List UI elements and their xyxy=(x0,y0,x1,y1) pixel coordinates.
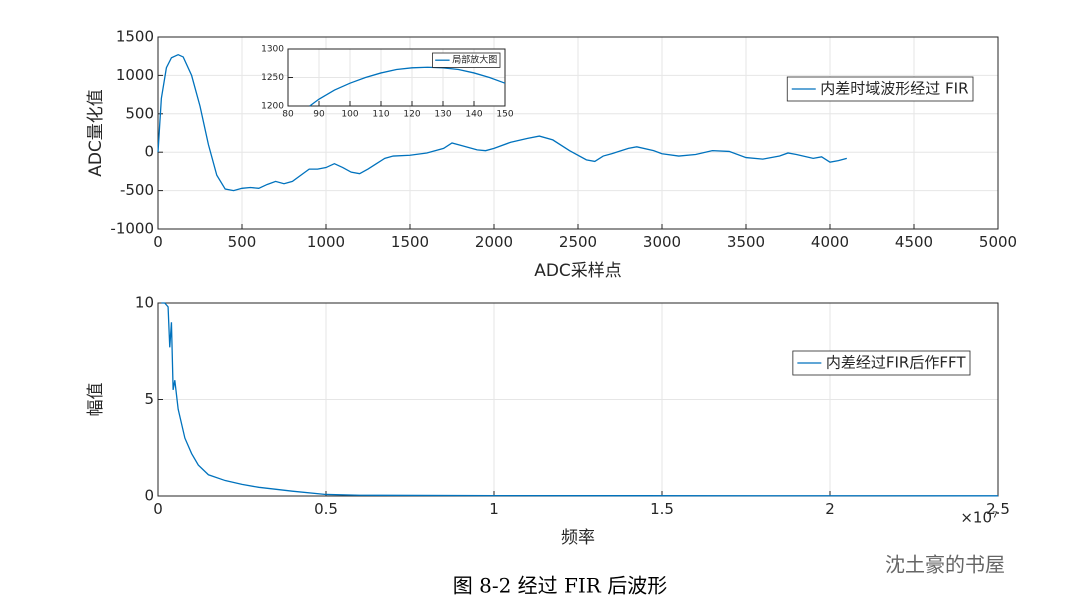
caption: 图 8-2 经过 FIR 后波形 xyxy=(453,574,667,598)
legend: 内差经过FIR后作FFT xyxy=(792,350,971,376)
legend-label: 局部放大图 xyxy=(452,54,497,66)
data-line xyxy=(309,66,506,107)
x-tick-label: 1 xyxy=(489,500,499,518)
x-tick-label: 80 xyxy=(282,110,294,120)
x-tick-label: 1000 xyxy=(307,233,345,251)
y-tick-label: -1000 xyxy=(110,220,154,238)
x-axis-label: ADC采样点 xyxy=(534,261,622,281)
legend-box xyxy=(792,350,971,376)
y-axis-label: 幅值 xyxy=(86,383,106,417)
legend-box xyxy=(786,76,974,102)
x-tick-label: 0.5 xyxy=(314,500,338,518)
legend-box xyxy=(432,52,501,68)
x-tick-label: 2 xyxy=(825,500,835,518)
watermark: 沈土豪的书屋 xyxy=(885,553,1005,577)
x-tick-label: 4500 xyxy=(895,233,933,251)
x-tick-label: 2500 xyxy=(559,233,597,251)
y-tick-label: 10 xyxy=(135,294,154,312)
y-tick-label: 500 xyxy=(125,104,154,122)
x-tick-label: 2000 xyxy=(475,233,513,251)
x-tick-label: 120 xyxy=(403,110,420,120)
y-tick-label: 1000 xyxy=(116,66,154,84)
x-tick-label: 100 xyxy=(341,110,358,120)
x-axis-label: 频率 xyxy=(561,528,595,548)
y-axis-label: ADC量化值 xyxy=(86,89,106,177)
x-tick-label: 0 xyxy=(153,500,163,518)
x-tick-label: 90 xyxy=(313,110,325,120)
data-line xyxy=(161,302,999,497)
y-tick-label: 1200 xyxy=(261,102,284,112)
axes-box xyxy=(287,48,506,107)
y-tick-label: 1300 xyxy=(261,45,284,55)
legend: 局部放大图 xyxy=(432,52,501,68)
y-tick-label: 1250 xyxy=(261,73,284,83)
x-multiplier: ×10⁷ xyxy=(960,509,998,527)
legend: 内差时域波形经过 FIR xyxy=(786,76,974,102)
x-tick-label: 1.5 xyxy=(650,500,674,518)
x-tick-label: 130 xyxy=(434,110,451,120)
y-tick-label: 0 xyxy=(144,487,154,505)
x-tick-label: 2.5 xyxy=(986,500,1010,518)
y-tick-label: 1500 xyxy=(116,28,154,46)
x-tick-label: 4000 xyxy=(811,233,849,251)
x-tick-label: 140 xyxy=(465,110,482,120)
legend-label: 内差时域波形经过 FIR xyxy=(820,80,968,98)
x-tick-label: 1500 xyxy=(391,233,429,251)
y-tick-label: -500 xyxy=(120,181,154,199)
axes-box xyxy=(157,36,999,230)
x-tick-label: 500 xyxy=(228,233,257,251)
x-tick-label: 150 xyxy=(496,110,513,120)
y-tick-label: 5 xyxy=(144,390,154,408)
data-line xyxy=(157,53,847,192)
x-tick-label: 3500 xyxy=(727,233,765,251)
x-tick-label: 0 xyxy=(153,233,163,251)
legend-label: 内差经过FIR后作FFT xyxy=(826,354,966,372)
x-tick-label: 110 xyxy=(372,110,389,120)
y-tick-label: 0 xyxy=(144,143,154,161)
x-tick-label: 3000 xyxy=(643,233,681,251)
x-tick-label: 5000 xyxy=(979,233,1017,251)
